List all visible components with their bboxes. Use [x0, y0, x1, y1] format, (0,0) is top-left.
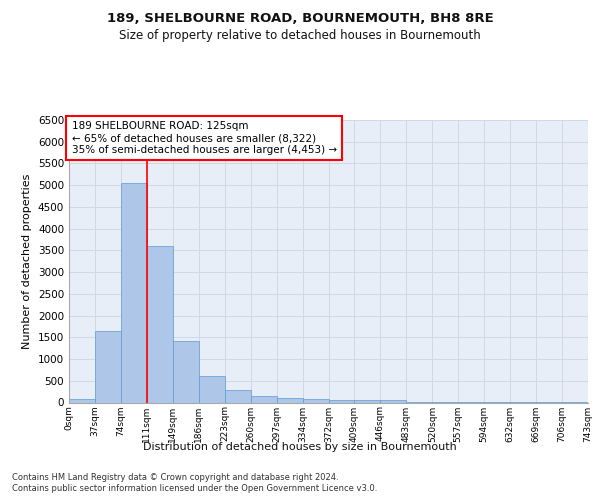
Bar — [225, 390, 251, 402]
Bar — [69, 399, 95, 402]
Bar — [329, 400, 355, 402]
Text: 189, SHELBOURNE ROAD, BOURNEMOUTH, BH8 8RE: 189, SHELBOURNE ROAD, BOURNEMOUTH, BH8 8… — [107, 12, 493, 26]
Bar — [251, 396, 277, 402]
Text: Distribution of detached houses by size in Bournemouth: Distribution of detached houses by size … — [143, 442, 457, 452]
Bar — [277, 398, 302, 402]
Bar — [173, 341, 199, 402]
Text: Contains HM Land Registry data © Crown copyright and database right 2024.: Contains HM Land Registry data © Crown c… — [12, 472, 338, 482]
Bar — [380, 400, 406, 402]
Y-axis label: Number of detached properties: Number of detached properties — [22, 174, 32, 349]
Text: 189 SHELBOURNE ROAD: 125sqm
← 65% of detached houses are smaller (8,322)
35% of : 189 SHELBOURNE ROAD: 125sqm ← 65% of det… — [71, 122, 337, 154]
Bar — [121, 183, 147, 402]
Bar — [95, 331, 121, 402]
Text: Size of property relative to detached houses in Bournemouth: Size of property relative to detached ho… — [119, 29, 481, 42]
Text: Contains public sector information licensed under the Open Government Licence v3: Contains public sector information licen… — [12, 484, 377, 493]
Bar — [199, 376, 224, 402]
Bar — [302, 400, 329, 402]
Bar — [147, 246, 173, 402]
Bar — [355, 400, 380, 402]
